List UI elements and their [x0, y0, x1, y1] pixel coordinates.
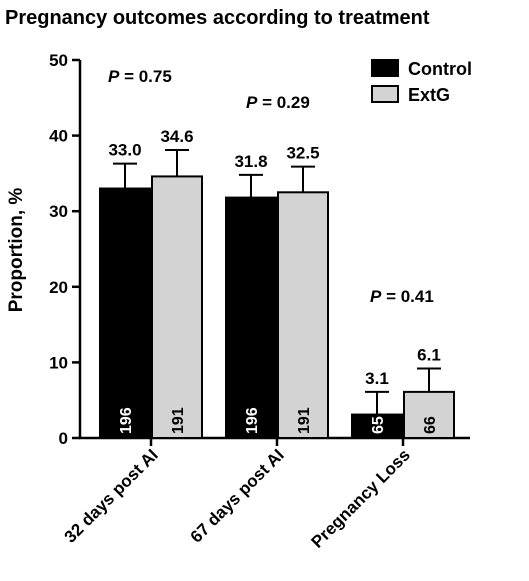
- y-tick-label: 20: [49, 278, 68, 297]
- y-axis-label: Proportion, %: [6, 188, 27, 313]
- sample-size-label: 196: [244, 407, 261, 434]
- p-value-label: P = 0.29: [246, 93, 310, 112]
- legend-label: ExtG: [408, 85, 450, 105]
- bar-extg: [151, 175, 203, 439]
- x-tick-label: 67 days post AI: [187, 445, 288, 546]
- bar-control: [351, 413, 403, 439]
- x-tick-label: 32 days post AI: [61, 445, 162, 546]
- sample-size-label: 191: [296, 407, 313, 434]
- y-tick-label: 10: [49, 353, 68, 372]
- bar-extg: [403, 390, 455, 440]
- chart-title: Pregnancy outcomes according to treatmen…: [5, 7, 430, 29]
- data-label: 31.8: [234, 152, 267, 171]
- bar-control: [99, 187, 151, 439]
- data-label: 33.0: [108, 141, 141, 160]
- data-label: 6.1: [417, 345, 441, 364]
- legend-swatch: [371, 59, 399, 77]
- y-tick-label: 50: [49, 51, 68, 70]
- p-value-label: P = 0.41: [370, 287, 434, 306]
- bar-control: [225, 196, 277, 439]
- sample-size-label: 65: [370, 416, 387, 434]
- legend-swatch: [371, 85, 399, 103]
- sample-size-label: 196: [118, 407, 135, 434]
- sample-size-label: 66: [422, 416, 439, 434]
- legend: Control ExtG: [371, 59, 472, 105]
- data-label: 3.1: [365, 369, 389, 388]
- x-tick-label: Pregnancy Loss: [308, 445, 414, 551]
- legend-label: Control: [408, 59, 472, 79]
- bar-extg: [277, 191, 329, 439]
- data-label: 34.6: [160, 127, 193, 146]
- plot-area: 0 10 20 30 40 50 33.0 196 34.6 191 32 days post AI…: [49, 51, 470, 552]
- data-label: 32.5: [286, 144, 319, 163]
- y-tick-label: 30: [49, 202, 68, 221]
- y-tick-label: 0: [59, 429, 68, 448]
- y-tick-label: 40: [49, 127, 68, 146]
- p-value-label: P = 0.75: [108, 67, 172, 86]
- sample-size-label: 191: [170, 407, 187, 434]
